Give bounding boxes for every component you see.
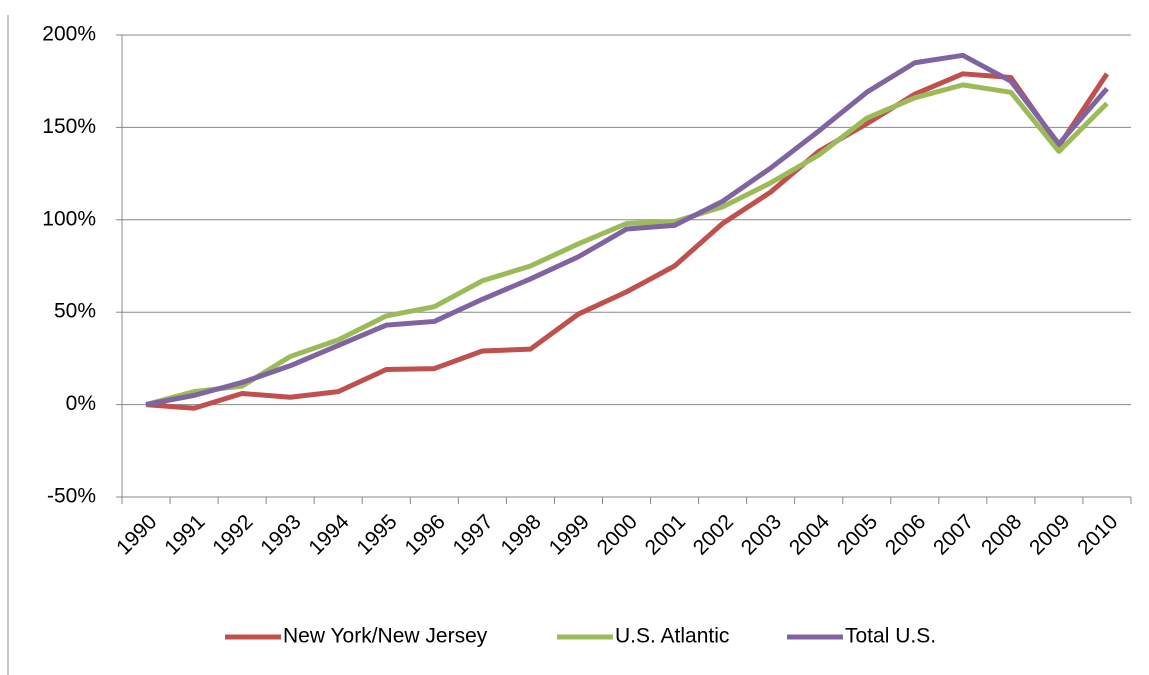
series-line bbox=[145, 52, 1109, 408]
x-tick-label: 2009 bbox=[1025, 510, 1074, 559]
x-tick-label: 2005 bbox=[833, 510, 882, 559]
x-tick-label: 2008 bbox=[977, 510, 1026, 559]
x-tick-label: 2001 bbox=[641, 510, 690, 559]
legend-label: U.S. Atlantic bbox=[615, 625, 729, 648]
x-tick-label: 2007 bbox=[929, 510, 978, 559]
x-tick-label: 1995 bbox=[352, 510, 401, 559]
series-line bbox=[145, 71, 1110, 411]
x-tick-label: 2004 bbox=[785, 510, 835, 560]
x-tick-label: 1999 bbox=[545, 510, 594, 559]
x-tick-label: 1990 bbox=[112, 510, 161, 559]
x-tick-label: 1998 bbox=[497, 510, 546, 559]
x-tick-label: 2010 bbox=[1073, 510, 1122, 559]
x-tick-label: 1996 bbox=[400, 510, 449, 559]
series-line bbox=[145, 82, 1109, 408]
x-tick-label: 1994 bbox=[304, 510, 354, 560]
x-tick-label: 1997 bbox=[449, 510, 498, 559]
x-tick-label: 2000 bbox=[593, 510, 642, 559]
y-tick-label: 100% bbox=[42, 207, 96, 230]
x-tick-label: 1992 bbox=[208, 510, 257, 559]
x-tick-label: 1991 bbox=[160, 510, 209, 559]
x-tick-label: 2006 bbox=[881, 510, 930, 559]
x-tick-label: 1993 bbox=[256, 510, 305, 559]
y-tick-label: -50% bbox=[47, 485, 96, 508]
y-tick-label: 0% bbox=[66, 392, 96, 415]
legend-label: New York/New Jersey bbox=[283, 625, 488, 648]
legend-label: Total U.S. bbox=[845, 625, 936, 648]
x-tick-label: 2002 bbox=[689, 510, 738, 559]
x-tick-label: 2003 bbox=[737, 510, 786, 559]
y-tick-label: 50% bbox=[54, 300, 96, 323]
y-tick-label: 200% bbox=[42, 23, 96, 46]
y-tick-label: 150% bbox=[42, 115, 96, 138]
